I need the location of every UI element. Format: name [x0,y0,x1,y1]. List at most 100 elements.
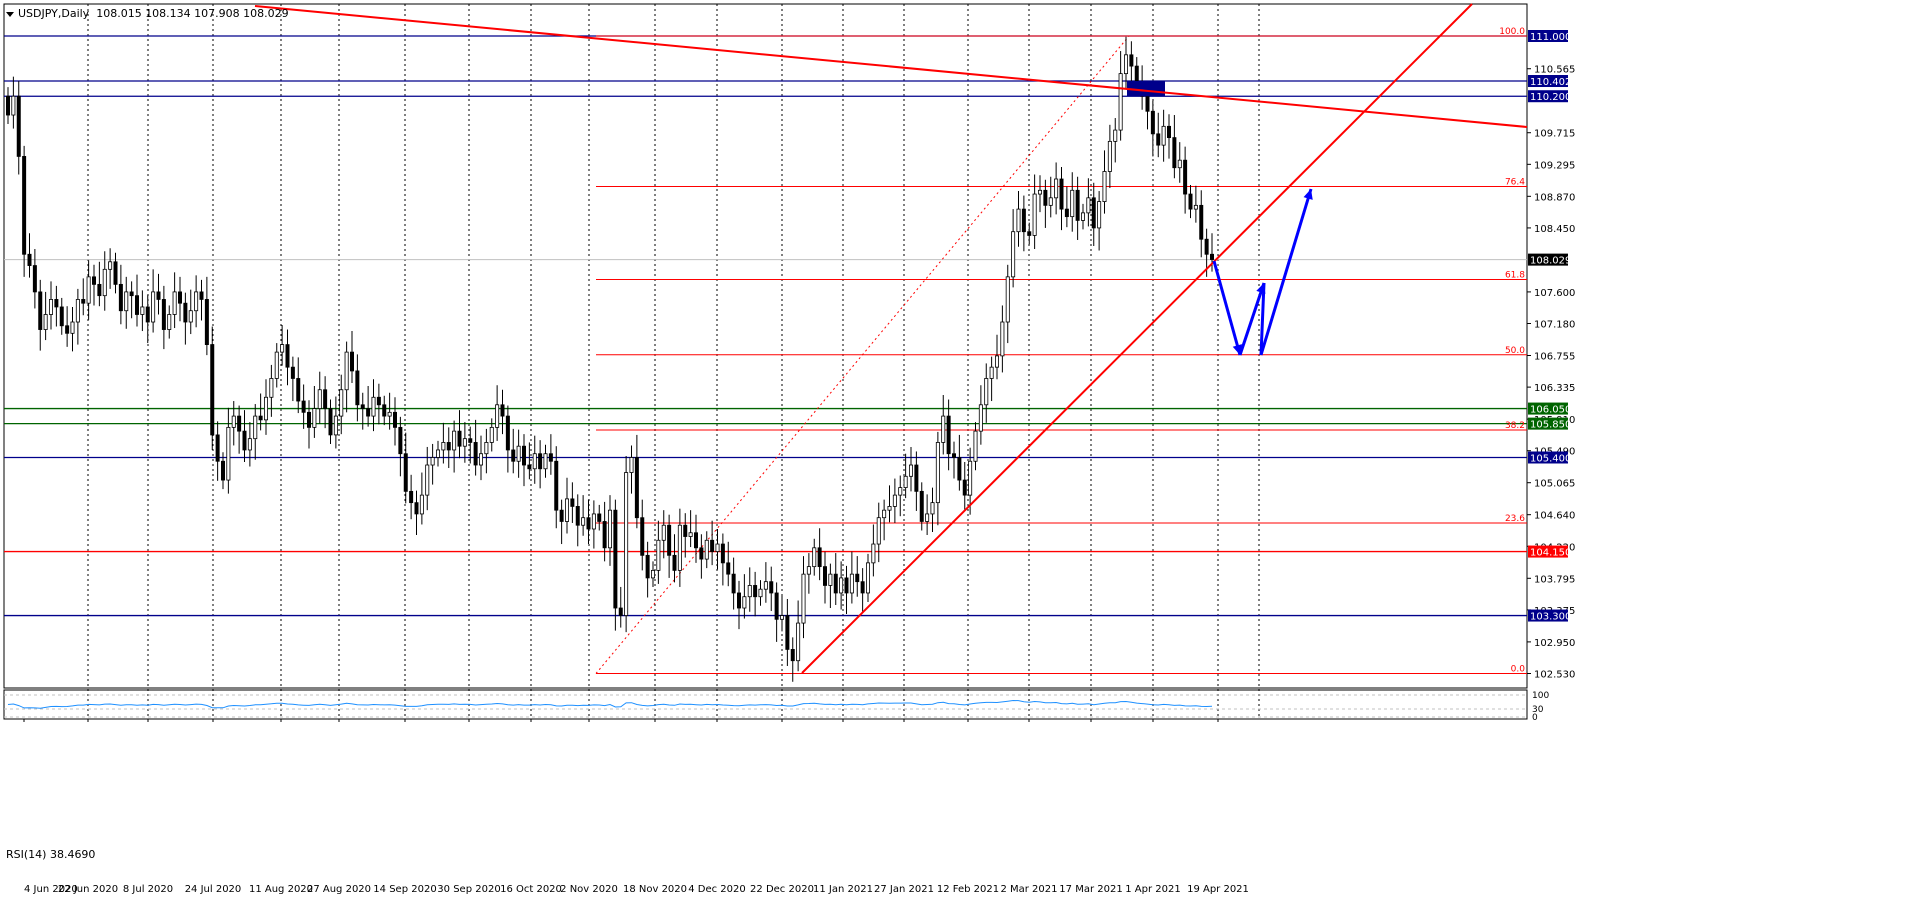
candle-body[interactable] [1102,171,1107,202]
projection-arrow-return[interactable] [1259,282,1266,356]
candle-body[interactable] [1124,54,1129,75]
candle-body[interactable] [1043,189,1048,206]
candle-body[interactable] [570,498,575,507]
candle-body[interactable] [274,351,279,379]
candle-body[interactable] [1129,54,1134,67]
candle-body[interactable] [1032,193,1037,236]
candle-body[interactable] [581,517,586,526]
candle-body[interactable] [183,302,188,323]
candle-body[interactable] [1021,208,1026,233]
candle-body[interactable] [414,502,419,515]
candle-body[interactable] [634,457,639,519]
candle-body[interactable] [516,445,521,462]
candle-body[interactable] [602,521,607,549]
candle-body[interactable] [731,573,736,594]
candle-body[interactable] [392,411,397,428]
candle-body[interactable] [258,415,263,421]
candle-body[interactable] [828,573,833,586]
candle-body[interactable] [984,378,989,406]
candle-body[interactable] [280,344,285,353]
candle-body[interactable] [231,415,236,428]
candle-body[interactable] [704,539,709,560]
candle-body[interactable] [871,543,876,564]
candle-body[interactable] [134,295,139,315]
candle-body[interactable] [371,396,376,417]
candle-body[interactable] [683,524,688,537]
candle-body[interactable] [86,276,91,304]
candle-body[interactable] [59,306,64,327]
candle-body[interactable] [151,291,156,323]
candle-body[interactable] [1005,276,1010,323]
candle-body[interactable] [1118,73,1123,131]
candle-body[interactable] [645,554,650,579]
candle-body[interactable] [145,306,150,323]
candle-body[interactable] [1081,212,1086,221]
candle-body[interactable] [618,607,623,616]
candle-body[interactable] [591,513,596,530]
candle-body[interactable] [973,430,978,462]
candle-body[interactable] [1188,193,1193,210]
candle-body[interactable] [774,592,779,620]
candle-body[interactable] [194,291,199,312]
candle-body[interactable] [1204,238,1209,255]
projection-arrow-up-long[interactable] [1259,188,1313,356]
candle-body[interactable] [376,396,381,406]
candle-body[interactable] [1145,95,1150,112]
rsi-line[interactable] [7,699,1213,709]
candle-body[interactable] [946,415,951,455]
candle-body[interactable] [914,464,919,492]
candle-body[interactable] [1027,231,1032,236]
candle-body[interactable] [522,445,527,466]
candle-body[interactable] [882,509,887,519]
candle-body[interactable] [97,283,102,297]
candle-body[interactable] [720,543,725,564]
candle-body[interactable] [253,415,258,440]
candle-body[interactable] [1048,197,1053,206]
candle-body[interactable] [737,592,742,609]
candle-body[interactable] [806,566,811,575]
candle-body[interactable] [629,457,634,473]
candle-body[interactable] [613,509,618,609]
candle-body[interactable] [468,438,473,443]
candle-body[interactable] [419,494,424,515]
candle-body[interactable] [495,404,500,428]
candle-body[interactable] [204,299,209,345]
candle-body[interactable] [1086,197,1091,214]
candle-body[interactable] [1070,189,1075,218]
projection-arrow-down[interactable] [1212,260,1242,356]
candle-body[interactable] [1156,133,1161,146]
candle-body[interactable] [624,472,629,616]
ascending-trendline[interactable] [801,3,1473,674]
candle-body[interactable] [957,457,962,481]
candle-body[interactable] [1172,137,1177,169]
candle-body[interactable] [919,490,924,522]
candle-body[interactable] [694,532,699,549]
candle-body[interactable] [102,268,107,297]
candle-body[interactable] [586,517,591,530]
candle-body[interactable] [688,532,693,537]
candle-body[interactable] [952,453,957,458]
candle-body[interactable] [538,453,543,470]
candle-body[interactable] [661,524,666,541]
candle-body[interactable] [242,430,247,451]
candle-body[interactable] [565,498,570,522]
candle-body[interactable] [715,543,720,552]
candle-body[interactable] [32,265,37,293]
candle-body[interactable] [339,389,344,417]
candle-body[interactable] [462,438,467,447]
candle-body[interactable] [995,355,1000,368]
candle-body[interactable] [1107,140,1112,172]
candle-body[interactable] [226,426,231,481]
candle-body[interactable] [54,299,59,308]
candle-body[interactable] [898,487,903,496]
candle-body[interactable] [108,261,113,270]
candle-body[interactable] [559,509,564,522]
candle-body[interactable] [543,453,548,470]
candle-body[interactable] [349,351,354,372]
candle-body[interactable] [925,513,930,522]
candle-body[interactable] [269,378,274,398]
candle-body[interactable] [452,430,457,451]
candle-body[interactable] [210,344,215,436]
candle-body[interactable] [333,415,338,436]
candle-body[interactable] [866,562,871,594]
